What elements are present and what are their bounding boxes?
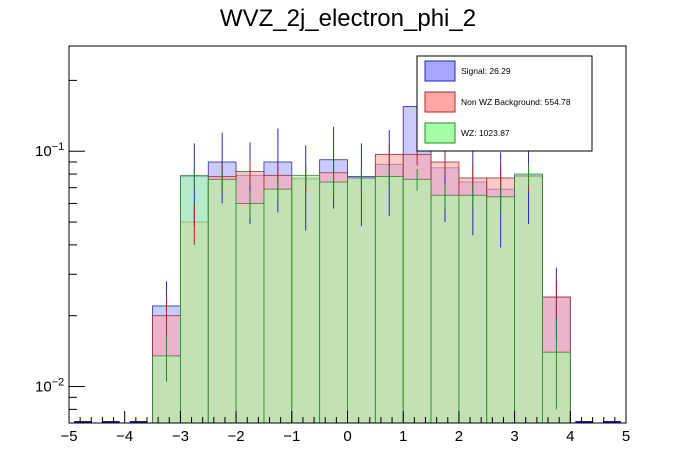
bar-wz-bin-9 bbox=[319, 181, 348, 424]
x-tick-label: 1 bbox=[399, 428, 407, 445]
bar-wz-bin-13 bbox=[430, 194, 460, 424]
legend-label-signal: Signal: 26.29 bbox=[461, 66, 511, 76]
y-tick-label: 10−2 bbox=[35, 377, 64, 396]
x-tick-label: 3 bbox=[510, 428, 518, 445]
legend-swatch-signal bbox=[424, 60, 456, 82]
legend-label-wz: WZ: 1023.87 bbox=[461, 128, 510, 138]
legend-swatch-wz bbox=[424, 122, 456, 144]
bar-wz-bin-7 bbox=[263, 188, 293, 424]
legend-swatch-non-wz-background bbox=[424, 91, 456, 113]
errors-wz bbox=[165, 164, 557, 410]
axes-layer: −5 −4 −3 −2 −1 0 1 2 3 4 5 10−1 10−2 bbox=[35, 79, 630, 445]
bar-wz-bin-12 bbox=[402, 178, 432, 424]
bar-wz-bin-5 bbox=[207, 178, 237, 424]
x-tick-label: −2 bbox=[228, 428, 245, 445]
x-tick-label: −4 bbox=[116, 428, 133, 445]
chart-title: WVZ_2j_electron_phi_2 bbox=[220, 5, 476, 32]
y-tick-label: 10−1 bbox=[35, 141, 64, 160]
x-tick-label: 0 bbox=[343, 428, 351, 445]
legend: Signal: 26.29 Non WZ Background: 554.78 … bbox=[416, 55, 593, 152]
legend-label-non-wz-background: Non WZ Background: 554.78 bbox=[461, 97, 571, 107]
x-tick-label: −3 bbox=[172, 428, 189, 445]
x-tick-label: −5 bbox=[60, 428, 77, 445]
bar-wz-bin-6 bbox=[235, 203, 265, 424]
x-tick-label: 5 bbox=[622, 428, 630, 445]
x-tick-label: 4 bbox=[566, 428, 574, 445]
x-tick-label: −1 bbox=[283, 428, 300, 445]
bar-wz-bin-11 bbox=[374, 176, 404, 424]
x-tick-label: 2 bbox=[455, 428, 463, 445]
